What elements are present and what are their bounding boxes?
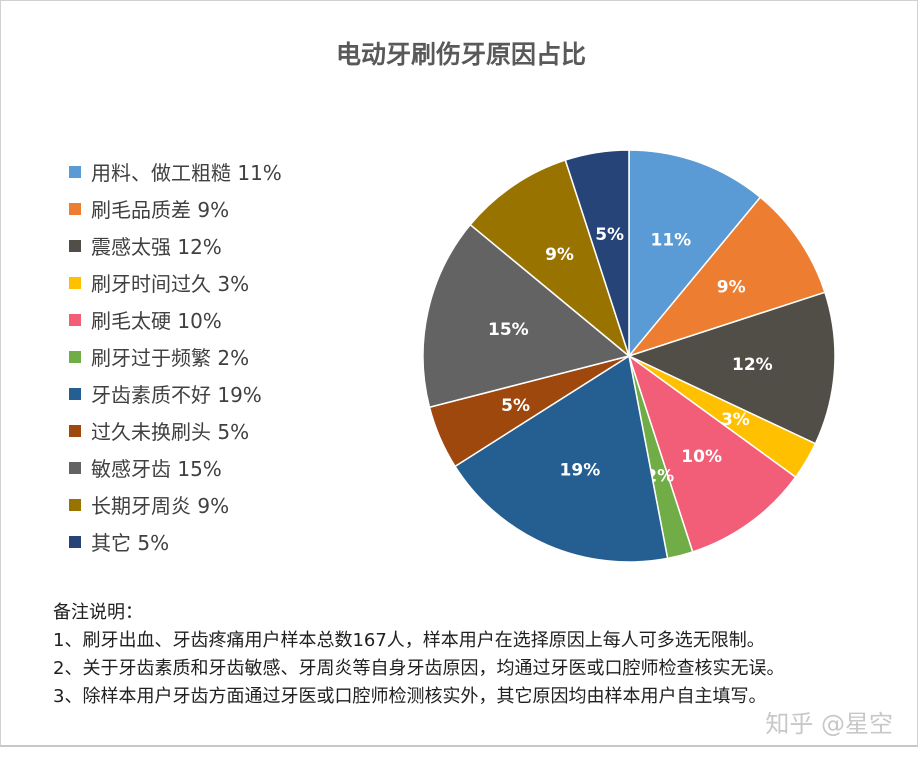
data-label: 9% <box>545 245 574 265</box>
chart-title: 电动牙刷伤牙原因占比 <box>335 40 586 69</box>
legend-label: 敏感牙齿 15% <box>91 457 222 481</box>
legend-swatch <box>69 165 81 178</box>
legend-swatch <box>69 313 81 326</box>
legend-label: 用料、做工粗糙 11% <box>91 161 282 185</box>
legend-label: 牙齿素质不好 19% <box>91 383 262 407</box>
watermark: 知乎 @星空 <box>765 710 893 738</box>
data-label: 12% <box>732 355 773 375</box>
legend-swatch <box>69 535 81 548</box>
legend-swatch <box>69 498 81 511</box>
legend-label: 刷毛品质差 9% <box>91 198 230 222</box>
legend-label: 其它 5% <box>91 531 170 555</box>
legend-swatch <box>69 461 81 474</box>
legend-item: 刷毛品质差 9% <box>69 190 282 227</box>
legend-label: 刷牙过于频繁 2% <box>91 346 250 370</box>
pie-slice <box>628 149 762 359</box>
legend-item: 其它 5% <box>69 523 282 560</box>
notes-heading: 备注说明： <box>53 602 143 623</box>
legend-swatch <box>69 276 81 289</box>
legend-item: 牙齿素质不好 19% <box>69 375 282 412</box>
data-label: 11% <box>651 231 692 251</box>
data-label: 3% <box>721 410 750 430</box>
legend-swatch <box>69 202 81 215</box>
legend-item: 过久未换刷头 5% <box>69 412 282 449</box>
legend: 用料、做工粗糙 11% 刷毛品质差 9% 震感太强 12% 刷牙时间过久 3% 刷毛太硬… <box>69 153 282 560</box>
legend-label: 刷毛太硬 10% <box>91 309 222 333</box>
legend-item: 刷牙时间过久 3% <box>69 264 282 301</box>
legend-label: 长期牙周炎 9% <box>91 494 230 518</box>
notes: 备注说明： 1、刷牙出血、牙齿疼痛用户样本总数167人，样本用户在选择原因上每人… <box>53 599 784 711</box>
legend-label: 震感太强 12% <box>91 235 222 259</box>
data-label: 15% <box>488 320 529 340</box>
data-label: 19% <box>560 460 601 480</box>
legend-item: 震感太强 12% <box>69 227 282 264</box>
pie-slice <box>454 354 669 563</box>
pie-slice <box>627 354 797 553</box>
note-line-2: 2、关于牙齿素质和牙齿敏感、牙周炎等自身牙齿原因，均通过牙医或口腔师检查核实无误… <box>53 658 785 679</box>
pie-slice <box>626 291 836 445</box>
data-label: 9% <box>717 278 746 298</box>
legend-swatch <box>69 424 81 437</box>
note-line-1: 1、刷牙出血、牙齿疼痛用户样本总数167人，样本用户在选择原因上每人可多选无限制… <box>53 630 765 651</box>
legend-item: 长期牙周炎 9% <box>69 486 282 523</box>
pie-slice <box>564 149 630 357</box>
legend-label: 过久未换刷头 5% <box>91 420 250 444</box>
legend-swatch <box>69 239 81 252</box>
legend-swatch <box>69 387 81 400</box>
legend-item: 刷毛太硬 10% <box>69 301 282 338</box>
data-label: 5% <box>595 225 624 245</box>
data-label: 10% <box>681 447 722 467</box>
note-line-3: 3、除样本用户牙齿方面通过牙医或口腔师检测核实外，其它原因均由样本用户自主填写。 <box>53 686 767 707</box>
legend-swatch <box>69 350 81 363</box>
pie-slice <box>626 196 826 358</box>
pie-slice <box>469 159 631 359</box>
legend-item: 用料、做工粗糙 11% <box>69 153 282 190</box>
data-label: 5% <box>501 396 530 416</box>
legend-item: 刷牙过于频繁 2% <box>69 338 282 375</box>
pie-slice <box>422 223 631 409</box>
legend-label: 刷牙时间过久 3% <box>91 272 250 296</box>
legend-item: 敏感牙齿 15% <box>69 449 282 486</box>
